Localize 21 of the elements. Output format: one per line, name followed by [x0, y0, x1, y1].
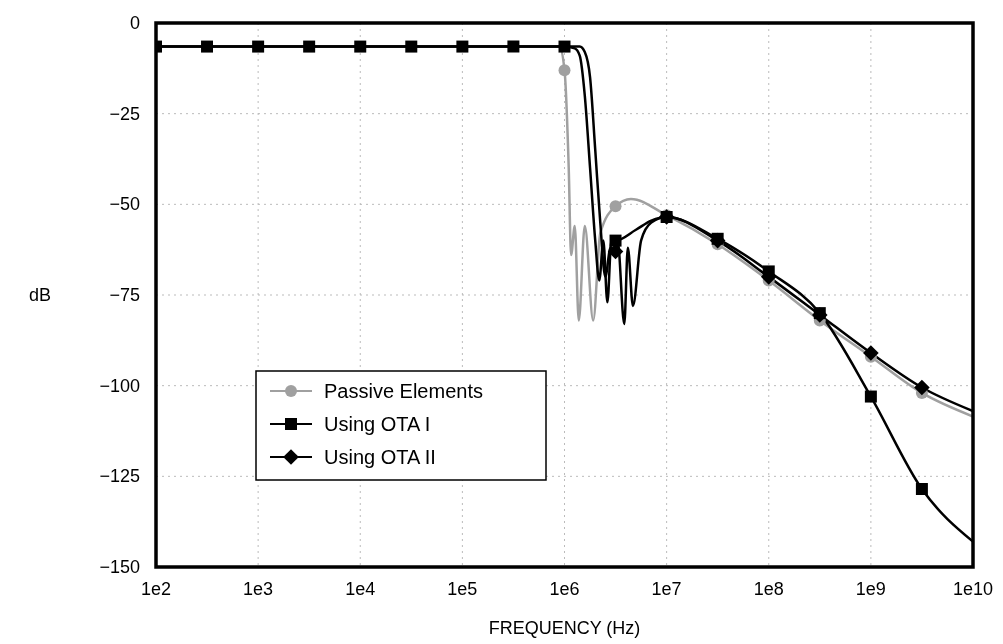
x-tick-label: 1e5 — [447, 579, 478, 599]
legend-label: Using OTA II — [324, 446, 436, 468]
x-tick-label: 1e9 — [855, 579, 886, 599]
legend-label: Using OTA I — [324, 413, 431, 435]
y-tick-label: −50 — [109, 194, 140, 215]
x-tick-label: 1e3 — [243, 579, 274, 599]
y-tick-label: −125 — [99, 466, 140, 487]
x-tick-label: 1e2 — [140, 579, 172, 599]
x-axis-title: FREQUENCY (Hz) — [488, 618, 641, 638]
legend-label: Passive Elements — [324, 380, 483, 402]
x-tick-label: 1e7 — [651, 579, 682, 599]
y-tick-label: −150 — [99, 557, 140, 577]
x-tick-label: 1e10 — [952, 579, 994, 599]
y-tick-label: −25 — [109, 103, 140, 124]
y-tick-label: −75 — [109, 285, 140, 305]
y-tick-label: 0 — [129, 13, 140, 33]
x-tick-label: 1e6 — [549, 579, 580, 599]
x-tick-label: 1e4 — [345, 579, 376, 599]
x-tick-label: 1e8 — [753, 579, 784, 599]
y-axis-title: dB — [28, 285, 52, 305]
y-tick-label: −100 — [99, 375, 140, 396]
